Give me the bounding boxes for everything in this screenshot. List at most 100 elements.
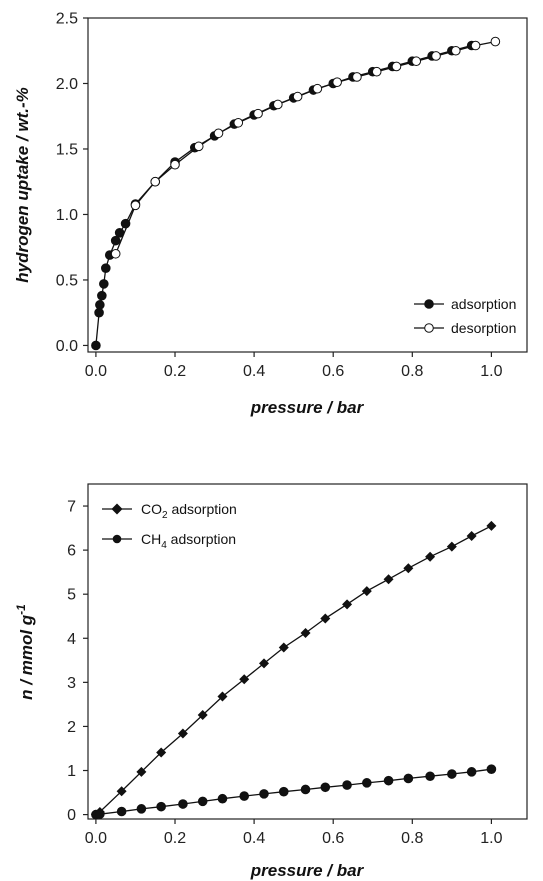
data-point: [197, 709, 208, 720]
x-tick-label: 0.2: [164, 830, 186, 847]
data-point: [94, 307, 104, 318]
data-point: [97, 290, 107, 301]
series-line-adsorption: [95, 44, 472, 346]
legend-item-ch4: CH4 adsorption: [102, 531, 236, 551]
series-line-co2-adsorption: [95, 525, 492, 816]
hydrogen-uptake-chart: 0.0 0.2 0.4 0.6 0.8 1.0 0.0 0.5 1.0 1.5 2.0 2.5 pr…: [13, 11, 528, 417]
data-point: [136, 766, 147, 777]
data-point: [425, 551, 436, 562]
data-point: [447, 769, 457, 779]
data-point: [233, 117, 244, 128]
plot-frame: [87, 17, 528, 353]
legend-marker-co2: [111, 503, 123, 515]
legend: adsorption desorption: [414, 296, 516, 336]
legend-item-desorption: desorption: [414, 320, 516, 336]
y-axis-label: hydrogen uptake / wt.-%: [13, 87, 32, 283]
y-axis-label-superscript: -1: [14, 604, 28, 615]
y-tick-label: 0.5: [56, 272, 78, 289]
data-point: [486, 520, 497, 531]
x-axis-label: pressure / bar: [250, 861, 365, 880]
data-point: [273, 99, 283, 110]
x-axis-ticks: 0.0 0.2 0.4 0.6 0.8 1.0: [85, 352, 503, 380]
y-tick-label: 1.0: [56, 207, 78, 224]
y-tick-label: 0: [67, 807, 76, 824]
y-axis-ticks: 0.0 0.5 1.0 1.5 2.0 2.5: [56, 11, 88, 355]
data-point: [95, 300, 105, 310]
x-tick-label: 0.0: [85, 363, 107, 380]
data-point: [110, 235, 121, 246]
plot-frame: [87, 483, 528, 820]
y-tick-label: 1.5: [56, 141, 78, 158]
data-point: [490, 36, 501, 47]
data-point: [116, 806, 127, 817]
y-tick-label: 2.5: [56, 11, 78, 28]
data-point: [371, 66, 382, 77]
y-axis-label-main: n / mmol g: [17, 614, 36, 700]
data-point: [170, 159, 180, 170]
data-point: [361, 586, 372, 597]
data-point: [470, 40, 481, 51]
y-tick-label: 3: [67, 675, 76, 692]
data-point: [300, 784, 311, 795]
x-axis-label: pressure / bar: [250, 398, 365, 417]
x-tick-label: 0.4: [243, 830, 265, 847]
data-point: [320, 613, 331, 624]
data-point: [466, 767, 477, 777]
series-desorption: [110, 36, 501, 259]
data-point: [136, 804, 147, 814]
data-point: [411, 56, 422, 67]
data-point: [99, 279, 109, 289]
x-tick-label: 0.6: [322, 363, 344, 380]
y-tick-label: 6: [67, 543, 76, 560]
y-tick-label: 7: [67, 499, 76, 516]
data-point: [197, 796, 208, 807]
data-point: [258, 658, 269, 669]
x-tick-label: 0.4: [243, 363, 265, 380]
y-axis-ticks: 0 1 2 3 4 5 6 7: [67, 499, 88, 824]
series-layer: [90, 520, 497, 820]
data-point: [217, 691, 228, 702]
data-point: [95, 809, 105, 819]
legend-label-ch4-sub: 4: [161, 540, 167, 551]
data-point: [239, 674, 250, 685]
legend-label-ch4: CH4 adsorption: [141, 531, 236, 551]
data-point: [431, 51, 441, 61]
data-point: [150, 176, 161, 187]
legend-item-adsorption: adsorption: [414, 296, 516, 312]
y-tick-label: 0.0: [56, 338, 78, 355]
x-tick-label: 0.8: [401, 830, 423, 847]
data-point: [177, 728, 188, 739]
x-tick-label: 0.0: [85, 830, 107, 847]
data-point: [320, 782, 331, 793]
legend-label-co2: CO2 adsorption: [141, 501, 237, 521]
data-point: [391, 61, 402, 72]
data-point: [253, 108, 263, 119]
data-point: [352, 72, 362, 82]
data-point: [403, 773, 414, 784]
y-tick-label: 2.0: [56, 76, 78, 93]
legend-item-co2: CO2 adsorption: [102, 501, 237, 521]
series-ch4-adsorption: [91, 764, 497, 820]
data-point: [300, 627, 311, 638]
legend-label-adsorption: adsorption: [451, 296, 516, 312]
data-point: [116, 786, 127, 797]
data-point: [213, 128, 224, 139]
legend-label-co2-rest: adsorption: [168, 501, 237, 517]
y-tick-label: 5: [67, 587, 76, 604]
legend-label-ch4-rest: adsorption: [167, 531, 236, 547]
data-point: [278, 786, 289, 797]
data-point: [342, 599, 353, 610]
data-point: [425, 771, 435, 782]
y-tick-label: 4: [67, 631, 76, 648]
legend-marker-ch4: [112, 534, 122, 544]
x-tick-label: 0.6: [322, 830, 344, 847]
x-axis-ticks: 0.0 0.2 0.4 0.6 0.8 1.0: [85, 819, 503, 847]
data-point: [332, 77, 342, 87]
data-point: [383, 574, 394, 585]
data-point: [312, 83, 323, 94]
data-point: [259, 789, 269, 799]
data-point: [466, 531, 477, 542]
legend-label-desorption: desorption: [451, 320, 516, 336]
data-point: [446, 541, 457, 552]
data-point: [156, 801, 166, 812]
